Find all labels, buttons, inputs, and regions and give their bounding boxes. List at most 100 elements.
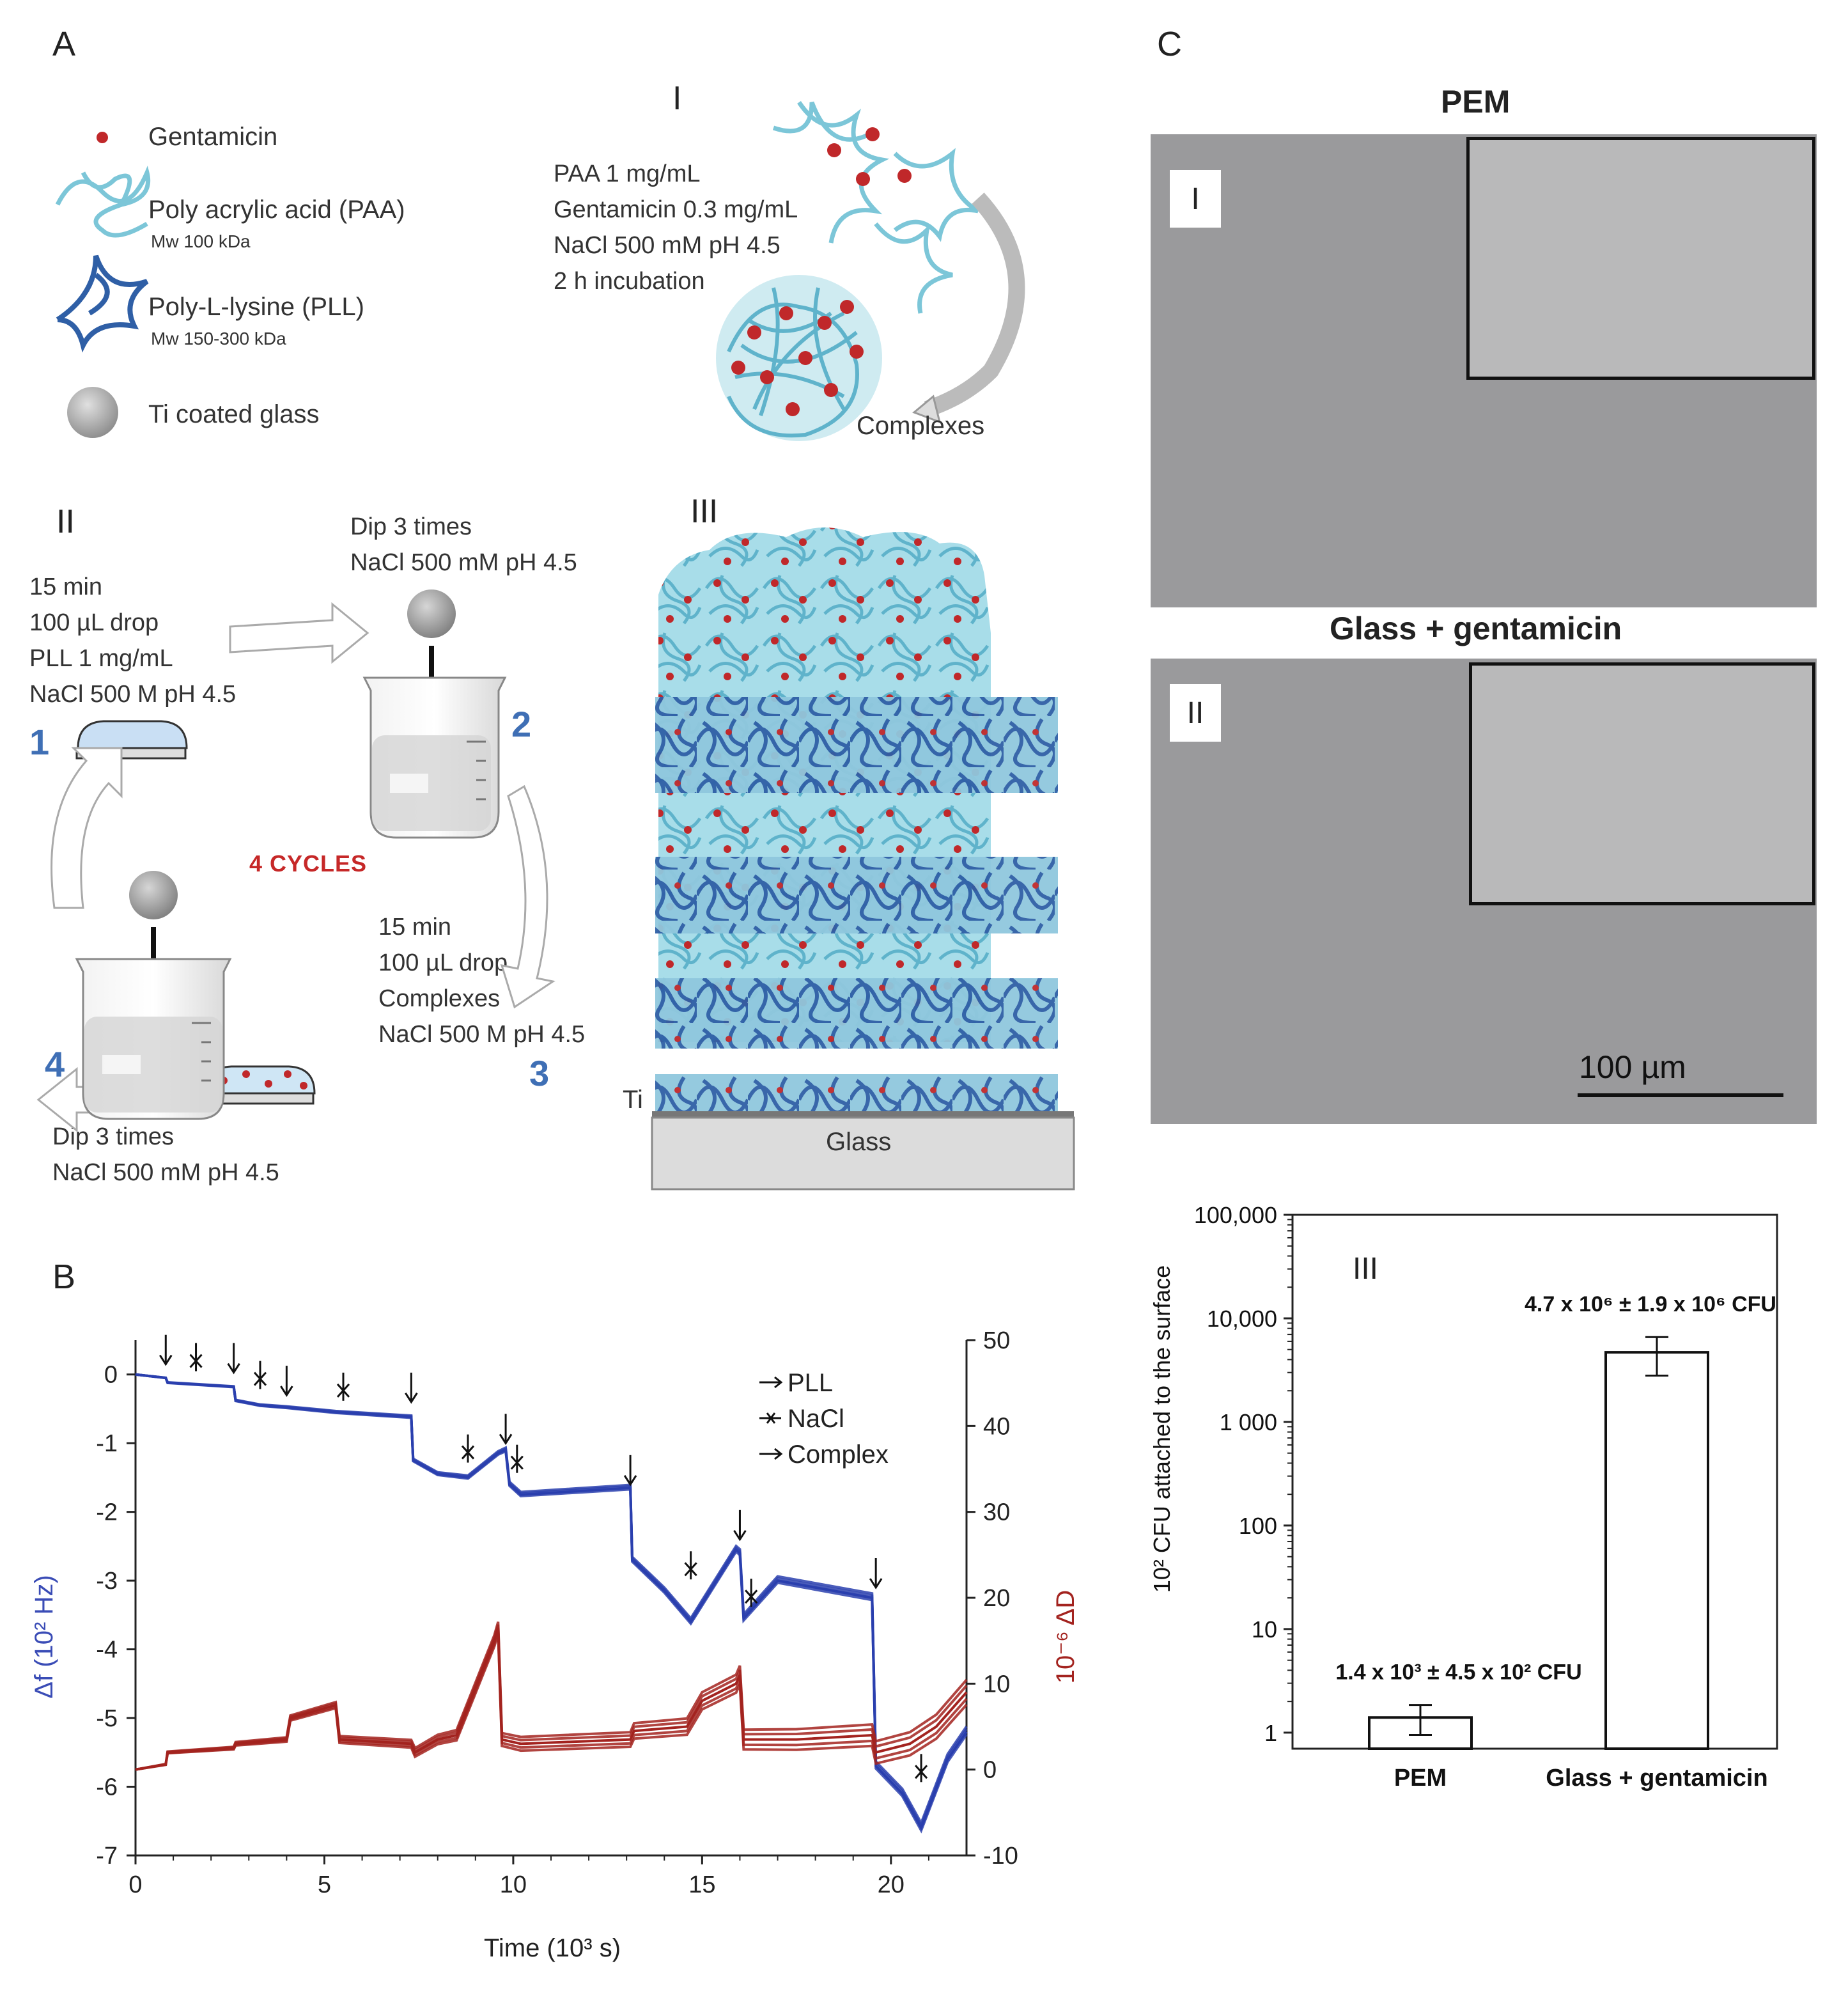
step-number-2: 2 <box>511 704 532 744</box>
step3-line-2: 100 µL drop <box>378 949 508 976</box>
y-left-tick-label: -4 <box>96 1637 118 1664</box>
arrow-1-2 <box>229 602 369 664</box>
panel-a-letter: A <box>52 25 76 63</box>
complexes-label: Complexes <box>857 412 985 440</box>
legend-gentamicin: Gentamicin <box>148 123 278 151</box>
step1-line-1: 15 min <box>29 574 103 600</box>
cfu-chart-body: 100,000 10,000 1 000 100 10 1 PEM 1.4 x 10³ ± 4… <box>1194 1202 1778 1792</box>
paa-icon <box>55 166 151 238</box>
y-right-tick-label: 30 <box>983 1499 1010 1526</box>
qcm-axes <box>127 1339 975 1864</box>
y-right-tick-label: -10 <box>983 1843 1018 1870</box>
scalebar-label: 100 µm <box>1579 1049 1686 1085</box>
df-series-line <box>135 1373 968 1827</box>
qcm-legend: PLL NaCl Complex <box>759 1369 889 1469</box>
a-i-cond-1: PAA 1 mg/mL <box>554 160 701 187</box>
category-label: PEM <box>1394 1765 1447 1792</box>
legend-nacl: NaCl <box>788 1405 844 1433</box>
cfu-bar-chart: 100,000 10,000 1 000 100 10 1 PEM 1.4 x 10³ ± 4… <box>1149 1202 1778 1792</box>
nacl-cross <box>914 1765 928 1779</box>
arrow-4-1 <box>50 747 123 909</box>
a-i-cond-2: Gentamicin 0.3 mg/mL <box>554 196 798 223</box>
x-tick-label: 0 <box>128 1871 142 1898</box>
ti-glass-icon <box>67 387 118 438</box>
qcm-chart: 0 5 10 15 20 0 -1 -2 -3 -4 -5 -6 -7 50 40 30 20 10 0 -10 PL… <box>30 1327 1080 1962</box>
pll-arrowhead <box>227 1362 240 1375</box>
pll-arrowhead <box>159 1354 173 1366</box>
gentamicin-icon <box>97 132 108 143</box>
step2-beaker <box>362 589 507 839</box>
qcm-ylabel-right: 10⁻⁶ ΔD <box>1052 1590 1080 1684</box>
data-label: 1.4 x 10³ ± 4.5 x 10² CFU <box>1335 1660 1581 1685</box>
y-left-tick-label: -5 <box>96 1705 118 1732</box>
step3-line-4: NaCl 500 M pH 4.5 <box>378 1021 586 1048</box>
nacl-cross <box>336 1383 350 1398</box>
qcm-xlabel: Time (10³ s) <box>484 1934 621 1962</box>
complex-ball <box>716 275 882 441</box>
legend-pll: Poly-L-lysine (PLL) <box>148 293 364 321</box>
pll-arrowhead <box>405 1393 418 1404</box>
y-tick-label: 10,000 <box>1207 1306 1277 1332</box>
step2-text: Dip 3 times NaCl 500 mM pH 4.5 <box>350 509 577 581</box>
y-left-tick-label: -2 <box>96 1499 118 1526</box>
arrow-2-3 <box>500 785 555 1009</box>
lbl-cycle-graphic <box>36 589 555 1133</box>
pem-inset <box>1466 137 1815 380</box>
legend-complex: Complex <box>788 1441 889 1469</box>
step4-line-2: NaCl 500 mM pH 4.5 <box>52 1159 279 1186</box>
step3-line-3: Complexes <box>378 985 501 1012</box>
step4-beaker <box>75 871 232 1120</box>
y-left-tick-label: 0 <box>104 1362 118 1389</box>
a-ii-label: II <box>56 503 75 540</box>
data-label: 4.7 x 10⁶ ± 1.9 x 10⁶ CFU <box>1525 1292 1776 1316</box>
ti-layer <box>652 1111 1074 1118</box>
step4-text: Dip 3 times NaCl 500 mM pH 4.5 <box>52 1119 279 1191</box>
cycles-label: 4 CYCLES <box>249 850 368 877</box>
a-i-label: I <box>672 80 682 117</box>
a-i-conditions: PAA 1 mg/mL Gentamicin 0.3 mg/mL NaCl 50… <box>554 156 798 299</box>
legend-paa-mw: Mw 100 kDa <box>151 231 251 251</box>
qcm-tick-labels: 0 5 10 15 20 0 -1 -2 -3 -4 -5 -6 -7 50 40 30 20 10 0 -10 <box>96 1327 1018 1898</box>
glass-label: Glass <box>826 1128 892 1156</box>
y-right-tick-label: 0 <box>983 1757 997 1784</box>
photo-i-tag: I <box>1170 170 1221 228</box>
y-right-tick-label: 40 <box>983 1413 1010 1440</box>
step3-text: 15 min 100 µL drop Complexes NaCl 500 M … <box>378 909 585 1052</box>
nacl-cross <box>253 1371 267 1386</box>
nacl-cross <box>684 1562 697 1577</box>
legend-paa: Poly acrylic acid (PAA) <box>148 196 405 224</box>
arrow-to-complexes <box>924 192 1025 418</box>
pll-arrowhead <box>623 1474 637 1487</box>
step1-line-4: NaCl 500 M pH 4.5 <box>29 681 237 708</box>
y-tick-label: 1 000 <box>1220 1409 1277 1435</box>
qcm-ylabel-left: Δf (10² Hz) <box>30 1575 58 1698</box>
category-label: Glass + gentamicin <box>1546 1765 1767 1792</box>
y-left-tick-label: -6 <box>96 1774 118 1801</box>
y-left-tick-label: -7 <box>96 1843 118 1870</box>
pll-arrowhead <box>869 1578 883 1589</box>
y-right-tick-label: 50 <box>983 1327 1010 1354</box>
photo-i-title: PEM <box>1441 84 1510 120</box>
complex-formation-graphic <box>716 101 1025 441</box>
bar <box>1604 1351 1709 1751</box>
pll-arrowhead <box>280 1386 293 1397</box>
pll-icon <box>56 254 149 353</box>
gentamicin-dots <box>827 127 912 186</box>
ti-label: Ti <box>623 1086 643 1114</box>
nacl-cross <box>510 1455 524 1470</box>
step2-line-2: NaCl 500 mM pH 4.5 <box>350 549 577 576</box>
panel-b-letter: B <box>52 1258 76 1296</box>
step3-drop <box>203 1065 316 1105</box>
photo-ii-tag: II <box>1170 684 1221 742</box>
plot-frame <box>1291 1214 1778 1750</box>
step3-line-1: 15 min <box>378 914 452 941</box>
step1-line-2: 100 µL drop <box>29 609 159 636</box>
nacl-cross <box>189 1354 203 1368</box>
a-i-cond-4: 2 h incubation <box>554 268 705 295</box>
step-number-4: 4 <box>45 1044 65 1084</box>
glass-substrate <box>651 1116 1075 1191</box>
y-left-tick-label: -1 <box>96 1430 118 1457</box>
x-tick-label: 10 <box>500 1871 527 1898</box>
y-right-tick-label: 20 <box>983 1585 1010 1612</box>
a-i-cond-3: NaCl 500 mM pH 4.5 <box>554 232 780 259</box>
